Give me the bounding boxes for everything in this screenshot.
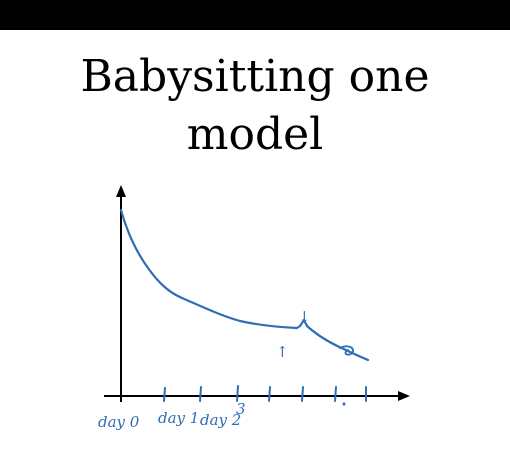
tick-day4 [268, 386, 271, 402]
curve-loop [339, 345, 354, 356]
tick-day6 [334, 386, 337, 402]
day2-label: day 2 [200, 411, 241, 429]
slide-title: Babysitting one model [0, 48, 510, 164]
title-line-1: Babysitting one [80, 51, 430, 102]
down-arrow-annotation: ↓ [298, 308, 311, 326]
up-arrow-annotation: ↑ [276, 343, 289, 361]
tick-day2 [199, 386, 202, 402]
x-axis-arrowhead [398, 391, 410, 401]
title-line-2: model [186, 109, 324, 160]
loss-curve [119, 208, 370, 362]
day-ticks [163, 385, 367, 406]
day3-mark: 3 [236, 400, 246, 418]
y-axis-arrowhead [116, 185, 126, 197]
day1-label: day 1 [158, 409, 199, 427]
top-bar [0, 0, 510, 30]
day0-label: day 0 [98, 413, 140, 431]
tick-day5 [301, 386, 304, 402]
tick-day3 [236, 385, 239, 402]
axes [104, 185, 410, 402]
tick-day1 [163, 387, 166, 402]
tick-dot [342, 402, 346, 406]
